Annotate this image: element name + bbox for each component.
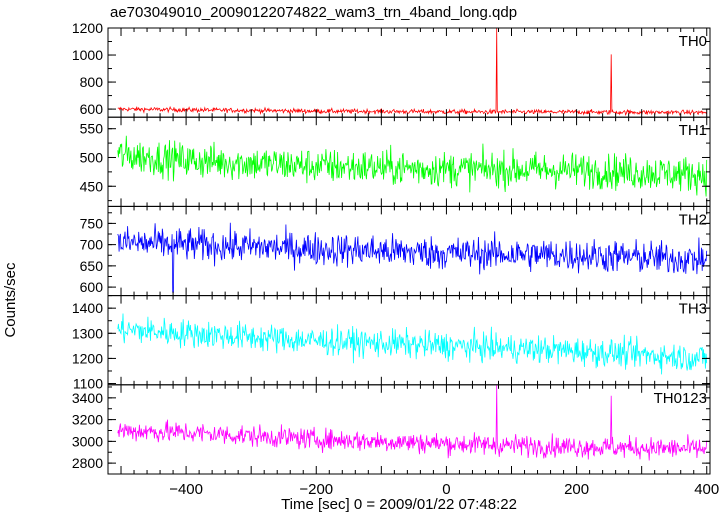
y-tick-label: 3400 (72, 390, 103, 406)
panel-label-th3: TH3 (679, 301, 707, 318)
x-tick-label: 200 (564, 481, 589, 498)
series-line-th0123 (117, 384, 708, 461)
series-line-th2 (117, 222, 708, 293)
y-tick-label: 2800 (72, 455, 103, 471)
panel-label-th1: TH1 (679, 122, 707, 139)
y-tick-label: 1200 (72, 350, 103, 366)
y-tick-label: 800 (80, 74, 104, 90)
y-tick-label: 550 (80, 121, 104, 137)
y-tick-label: 1400 (72, 300, 103, 316)
y-tick-label: 1300 (72, 325, 103, 341)
panel-frame-th2 (107, 205, 711, 297)
y-tick-label: 750 (80, 215, 104, 231)
panel-frame-th1 (107, 116, 711, 207)
series-line-th1 (117, 135, 708, 197)
panel-label-th0123: TH0123 (654, 390, 707, 407)
series-line-th3 (117, 313, 708, 375)
series-line-th0 (117, 28, 708, 116)
x-axis-label: Time [sec] 0 = 2009/01/22 07:48:22 (281, 496, 517, 513)
y-tick-label: 1000 (72, 47, 103, 63)
panel-label-th0: TH0 (679, 33, 707, 50)
panel-label-th2: TH2 (679, 211, 707, 228)
y-tick-label: 1100 (73, 376, 103, 392)
panel-frame-th0 (107, 27, 711, 118)
y-tick-label: 1200 (72, 20, 103, 36)
y-tick-label: 600 (80, 101, 104, 117)
chart-title: ae703049010_20090122074822_wam3_trn_4ban… (110, 4, 518, 21)
y-tick-label: 450 (80, 178, 104, 194)
y-tick-label: 700 (80, 237, 104, 253)
y-tick-label: 3200 (72, 412, 103, 428)
x-tick-label: 0 (442, 481, 450, 498)
y-tick-label: 650 (80, 258, 104, 274)
panel-frame-th0123 (107, 384, 711, 475)
y-tick-label: 500 (80, 149, 104, 165)
y-tick-label: 3000 (72, 433, 103, 449)
x-tick-label: −200 (299, 481, 333, 498)
x-tick-label: 400 (694, 481, 719, 498)
x-tick-label: −400 (169, 481, 203, 498)
y-tick-label: 600 (80, 279, 104, 295)
